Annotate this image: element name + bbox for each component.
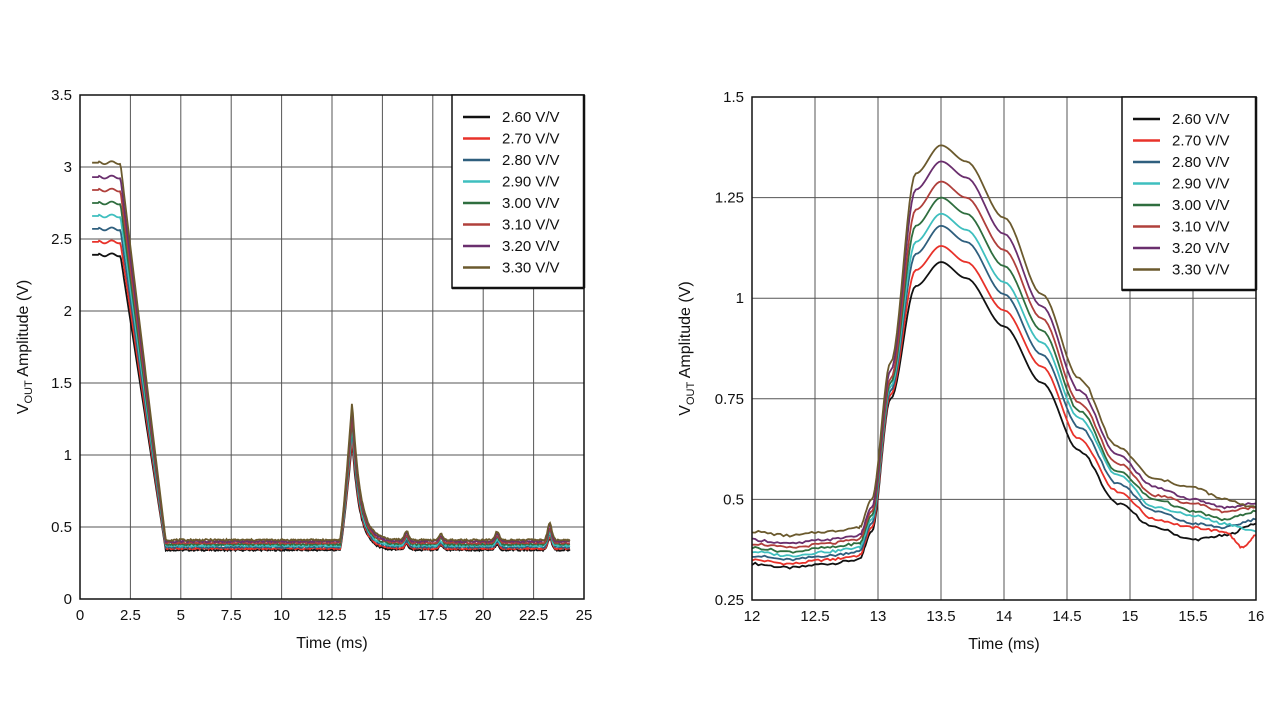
legend-label: 3.20 V/V (502, 238, 560, 255)
legend-label: 3.10 V/V (502, 217, 560, 234)
x-tick-label: 15 (374, 607, 391, 624)
series-line-270 (752, 244, 1256, 566)
y-tick-label: 1.5 (51, 375, 72, 392)
series-line-330 (92, 160, 571, 543)
x-tick-label: 0 (76, 607, 84, 624)
x-tick-label: 15 (1122, 608, 1139, 625)
x-axis-label: Time (ms) (968, 636, 1039, 653)
series-line-260 (752, 261, 1256, 570)
series-line-310 (752, 180, 1256, 549)
y-tick-label: 1.25 (715, 190, 744, 207)
y-tick-label: 3 (64, 159, 72, 176)
x-tick-label: 13.5 (926, 608, 955, 625)
legend: 2.60 V/V 2.70 V/V 2.80 V/V 2.90 V/V 3.00 V/V… (1121, 96, 1258, 292)
y-axis-label: VOUT Amplitude (V) (15, 280, 35, 414)
x-tick-label: 20 (475, 607, 492, 624)
legend-label: 2.70 V/V (502, 131, 560, 148)
x-tick-label: 13 (870, 608, 887, 625)
x-tick-label: 12.5 (800, 608, 829, 625)
y-tick-label: 0.25 (715, 592, 744, 609)
x-tick-label: 16 (1248, 608, 1265, 625)
x-tick-label: 7.5 (221, 607, 242, 624)
y-tick-label: 3.5 (51, 87, 72, 104)
series-line-290 (92, 213, 571, 549)
y-tick-label: 0.75 (715, 391, 744, 408)
legend-label: 2.80 V/V (502, 152, 560, 169)
legend-label: 2.90 V/V (1172, 176, 1230, 193)
y-tick-label: 2.5 (51, 231, 72, 248)
legend: 2.60 V/V 2.70 V/V 2.80 V/V 2.90 V/V 3.00 V/V… (451, 94, 586, 290)
y-tick-label: 0.5 (51, 519, 72, 536)
chart-panel-1: 0 2.5 5 7.5 10 12.5 15 17.5 20 22.5 2500.511.522.5… (15, 87, 592, 652)
y-tick-label: 1 (736, 290, 744, 307)
y-axis-label: VOUT Amplitude (V) (677, 281, 697, 415)
legend-box (1121, 96, 1257, 291)
legend-label: 3.30 V/V (1172, 262, 1230, 279)
x-tick-label: 22.5 (519, 607, 548, 624)
series-line-260 (92, 252, 571, 553)
y-tick-label: 1.5 (723, 89, 744, 106)
series-line-280 (752, 224, 1256, 562)
x-axis-label: Time (ms) (296, 635, 367, 652)
series-line-300 (752, 196, 1256, 554)
legend-label: 2.60 V/V (1172, 111, 1230, 128)
series-line-320 (752, 160, 1256, 545)
x-tick-label: 14.5 (1052, 608, 1081, 625)
x-tick-label: 12.5 (317, 607, 346, 624)
x-tick-label: 10 (273, 607, 290, 624)
plot-frame (79, 94, 585, 600)
x-tick-label: 2.5 (120, 607, 141, 624)
x-tick-label: 12 (744, 608, 761, 625)
y-tick-label: 1 (64, 447, 72, 464)
y-tick-label: 0.5 (723, 491, 744, 508)
series-line-270 (92, 239, 571, 551)
legend-label: 2.80 V/V (1172, 154, 1230, 171)
legend-label: 3.20 V/V (1172, 240, 1230, 257)
series-line-330 (752, 144, 1256, 538)
plot-frame (751, 96, 1257, 601)
legend-label: 2.60 V/V (502, 109, 560, 126)
legend-label: 3.30 V/V (502, 260, 560, 277)
series-group (752, 144, 1256, 570)
legend-label: 3.10 V/V (1172, 219, 1230, 236)
series-line-290 (752, 212, 1256, 558)
chart-panel-2: 12 12.5 13 13.5 14 14.5 15 15.5 16 0.25 0.5 0.75 1 1.… (677, 89, 1264, 653)
legend-box (451, 94, 585, 289)
y-tick-label: 0 (64, 591, 72, 608)
series-group (92, 160, 571, 553)
y-tick-label: 2 (64, 303, 72, 320)
x-tick-label: 15.5 (1178, 608, 1207, 625)
x-tick-label: 25 (576, 607, 593, 624)
legend-label: 3.00 V/V (502, 195, 560, 212)
x-tick-label: 17.5 (418, 607, 447, 624)
legend-label: 2.70 V/V (1172, 133, 1230, 150)
legend-label: 2.90 V/V (502, 174, 560, 191)
x-tick-label: 5 (177, 607, 185, 624)
legend-label: 3.00 V/V (1172, 197, 1230, 214)
x-tick-label: 14 (996, 608, 1013, 625)
